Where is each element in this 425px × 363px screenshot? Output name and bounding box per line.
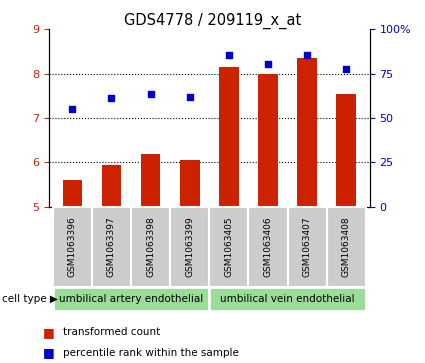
Point xyxy=(343,66,350,72)
Bar xyxy=(298,58,317,207)
Bar xyxy=(92,207,131,287)
Bar xyxy=(219,67,239,207)
Text: GSM1063408: GSM1063408 xyxy=(342,216,351,277)
Text: GSM1063397: GSM1063397 xyxy=(107,216,116,277)
Bar xyxy=(327,207,366,287)
Point xyxy=(69,106,76,112)
Bar xyxy=(141,154,160,207)
Bar xyxy=(258,73,278,207)
Bar xyxy=(62,180,82,207)
Text: umbilical vein endothelial: umbilical vein endothelial xyxy=(220,294,355,304)
Point xyxy=(226,52,232,58)
Bar xyxy=(170,207,209,287)
Bar xyxy=(53,207,92,287)
Text: GSM1063405: GSM1063405 xyxy=(224,216,233,277)
Point xyxy=(147,91,154,97)
Point xyxy=(304,52,311,58)
Point xyxy=(186,94,193,99)
Bar xyxy=(131,207,170,287)
Bar xyxy=(209,287,366,311)
Text: GSM1063406: GSM1063406 xyxy=(264,216,272,277)
Bar xyxy=(288,207,327,287)
Bar xyxy=(337,94,356,207)
Bar xyxy=(249,207,288,287)
Text: GSM1063396: GSM1063396 xyxy=(68,216,77,277)
Point xyxy=(108,95,115,101)
Bar xyxy=(102,165,121,207)
Text: ■: ■ xyxy=(42,326,54,339)
Text: ■: ■ xyxy=(42,346,54,359)
Bar xyxy=(209,207,249,287)
Text: umbilical artery endothelial: umbilical artery endothelial xyxy=(59,294,203,304)
Text: cell type ▶: cell type ▶ xyxy=(2,294,58,304)
Text: percentile rank within the sample: percentile rank within the sample xyxy=(63,348,239,358)
Bar xyxy=(180,160,199,207)
Bar xyxy=(53,287,209,311)
Text: GSM1063407: GSM1063407 xyxy=(303,216,312,277)
Text: GSM1063398: GSM1063398 xyxy=(146,216,155,277)
Text: transformed count: transformed count xyxy=(63,327,160,337)
Text: GSM1063399: GSM1063399 xyxy=(185,216,194,277)
Text: GDS4778 / 209119_x_at: GDS4778 / 209119_x_at xyxy=(124,13,301,29)
Point xyxy=(265,61,272,67)
